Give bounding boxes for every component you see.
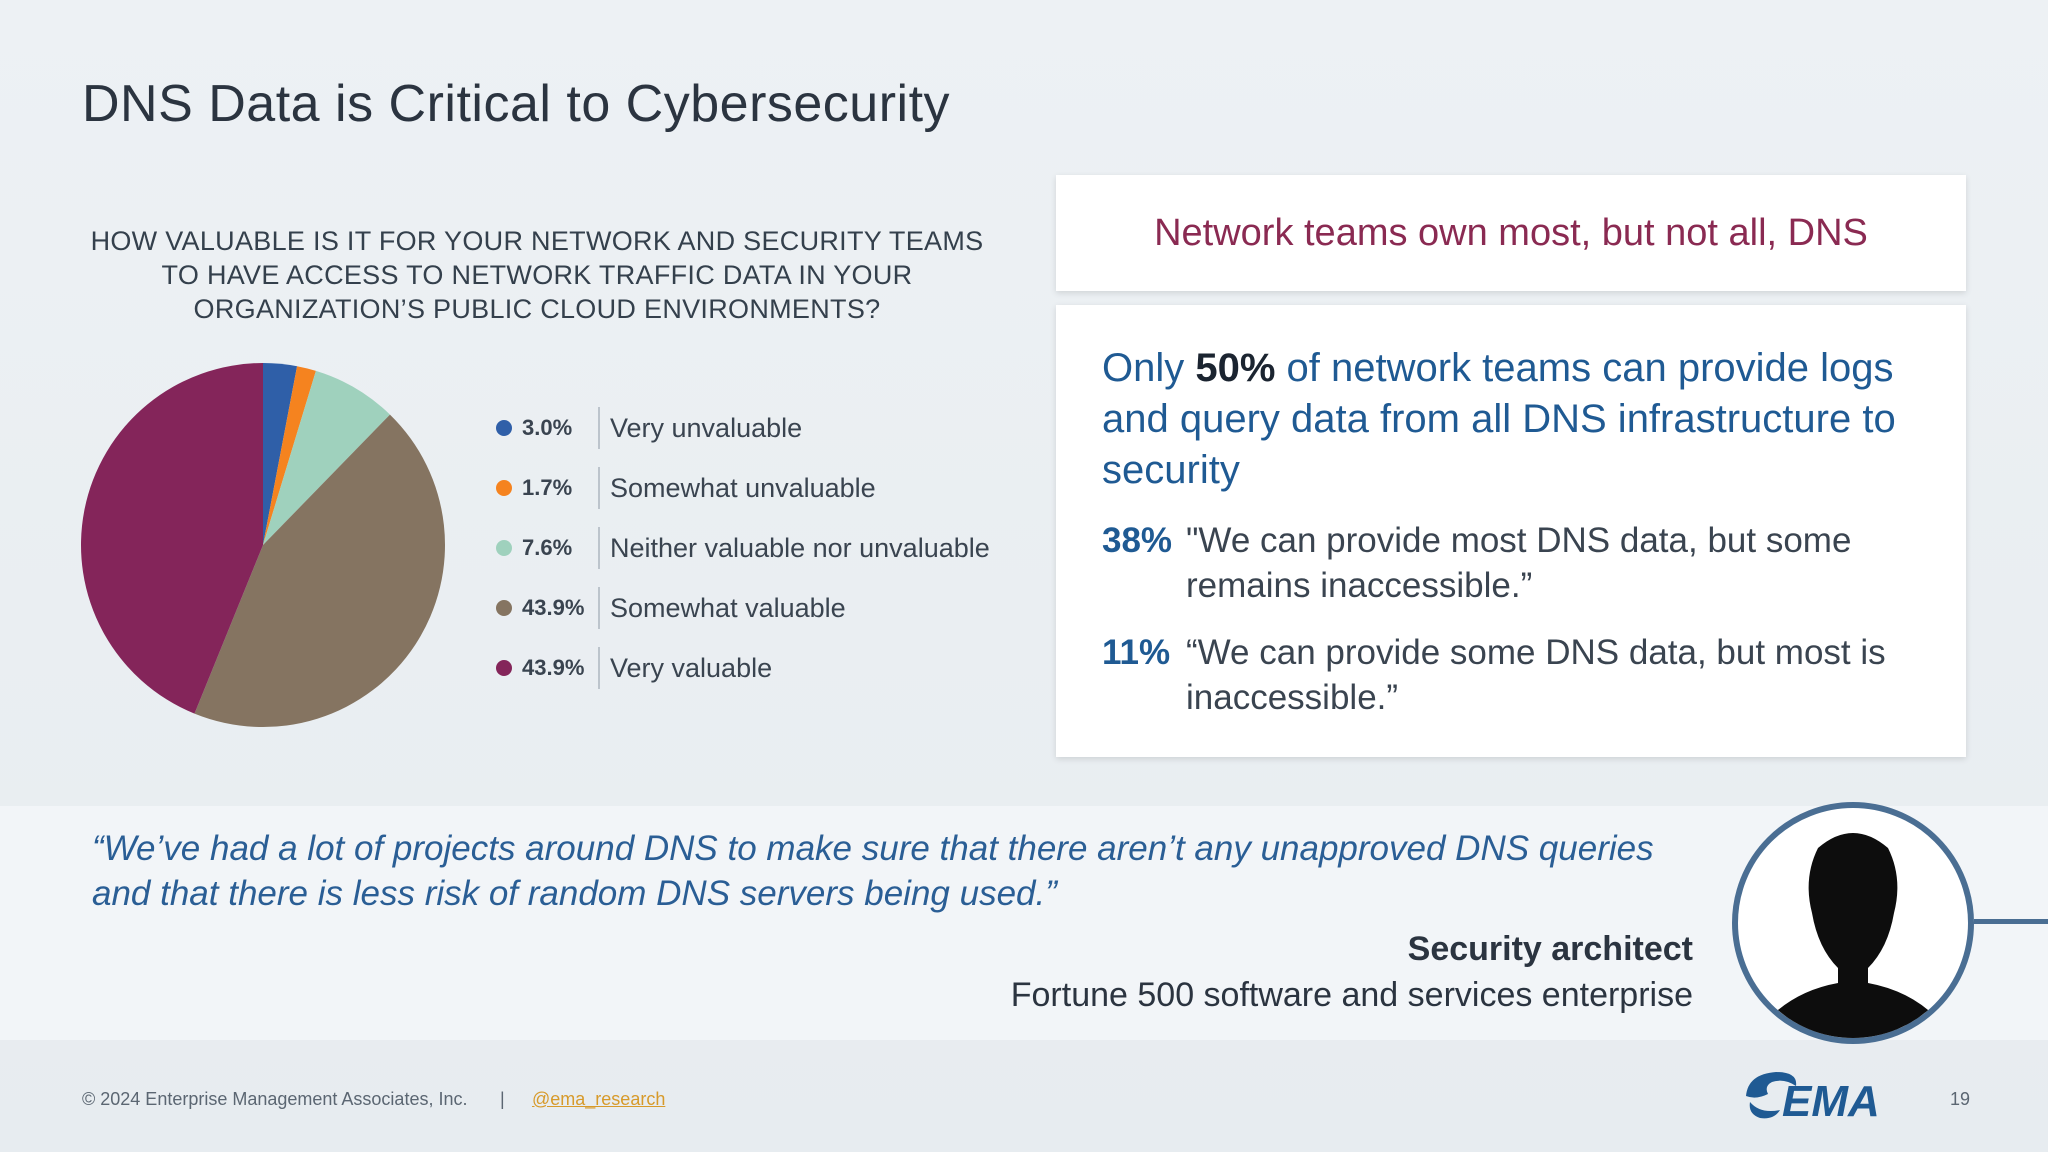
- page-title: DNS Data is Critical to Cybersecurity: [82, 75, 951, 133]
- svg-text:EMA: EMA: [1782, 1077, 1880, 1126]
- stat-text: "We can provide most DNS data, but some …: [1186, 521, 1852, 605]
- avatar-connector: [1974, 919, 2048, 924]
- stat-value: 38%: [1102, 521, 1173, 560]
- question-line: HOW VALUABLE IS IT FOR YOUR NETWORK AND …: [90, 226, 984, 256]
- customer-quote: “We’ve had a lot of projects around DNS …: [92, 829, 1654, 913]
- legend-dot-icon: [496, 540, 512, 556]
- legend-label: Neither valuable nor unvaluable: [610, 532, 990, 563]
- pie-slice: [80, 363, 263, 714]
- footer-copyright: © 2024 Enterprise Management Associates,…: [82, 1089, 468, 1109]
- stat-item: 11% “We can provide some DNS data, but m…: [1102, 630, 1920, 720]
- stat-value: 11%: [1102, 633, 1171, 672]
- legend-dot-icon: [496, 660, 512, 676]
- legend-label: Somewhat unvaluable: [610, 472, 876, 503]
- legend-divider: [598, 647, 600, 689]
- legend-item: 3.0% Very unvaluable: [496, 398, 990, 458]
- quote-band: [0, 806, 2048, 1040]
- stat-item: 38% "We can provide most DNS data, but s…: [1102, 518, 1920, 608]
- lead-prefix: Only: [1102, 346, 1196, 390]
- legend-label: Somewhat valuable: [610, 592, 846, 623]
- pie-slice: [263, 363, 298, 545]
- legend-value: 3.0%: [522, 415, 573, 440]
- legend-value: 43.9%: [522, 595, 585, 620]
- person-silhouette-icon: [1753, 833, 1953, 1038]
- ema-logo-icon: EMA: [1746, 1072, 1880, 1126]
- page-number: 19: [1950, 1089, 1971, 1109]
- question-line: TO HAVE ACCESS TO NETWORK TRAFFIC DATA I…: [161, 260, 913, 290]
- panel-lead: Only 50% of network teams can provide lo…: [1102, 343, 1920, 496]
- legend-item: 7.6% Neither valuable nor unvaluable: [496, 518, 990, 578]
- lead-highlight: 50%: [1195, 346, 1276, 390]
- legend-divider: [598, 467, 600, 509]
- chart-legend: 3.0% Very unvaluable 1.7% Somewhat unvaluab…: [496, 398, 990, 698]
- quote-organization: Fortune 500 software and services enterp…: [1010, 976, 1693, 1014]
- legend-value: 1.7%: [522, 475, 573, 500]
- legend-divider: [598, 527, 600, 569]
- pie-slice: [263, 366, 316, 545]
- panel-body-card: Only 50% of network teams can provide lo…: [1056, 305, 1966, 757]
- legend-dot-icon: [496, 480, 512, 496]
- panel-header: Network teams own most, but not all, DNS: [1154, 211, 1868, 254]
- lead-suffix: of network teams can provide logs and qu…: [1102, 346, 1896, 492]
- pie-slice: [263, 370, 390, 545]
- legend-dot-icon: [496, 420, 512, 436]
- legend-divider: [598, 407, 600, 449]
- legend-value: 43.9%: [522, 655, 585, 680]
- legend-item: 43.9% Somewhat valuable: [496, 578, 990, 638]
- legend-value: 7.6%: [522, 535, 573, 560]
- question-line: ORGANIZATION’S PUBLIC CLOUD ENVIRONMENTS…: [193, 294, 881, 324]
- legend-label: Very unvaluable: [610, 412, 803, 443]
- stat-text: “We can provide some DNS data, but most …: [1186, 633, 1886, 717]
- legend-dot-icon: [496, 600, 512, 616]
- legend-item: 43.9% Very valuable: [496, 638, 990, 698]
- survey-question: HOW VALUABLE IS IT FOR YOUR NETWORK AND …: [82, 224, 992, 326]
- panel-header-card: Network teams own most, but not all, DNS: [1056, 175, 1966, 291]
- legend-item: 1.7% Somewhat unvaluable: [496, 458, 990, 518]
- pie-slice: [194, 414, 446, 727]
- social-handle-link[interactable]: @ema_research: [532, 1089, 666, 1109]
- footer-separator: |: [500, 1089, 505, 1109]
- avatar: [1732, 802, 1974, 1044]
- legend-label: Very valuable: [610, 652, 773, 683]
- quote-role: Security architect: [1407, 930, 1693, 968]
- pie-chart: [80, 363, 446, 727]
- legend-divider: [598, 587, 600, 629]
